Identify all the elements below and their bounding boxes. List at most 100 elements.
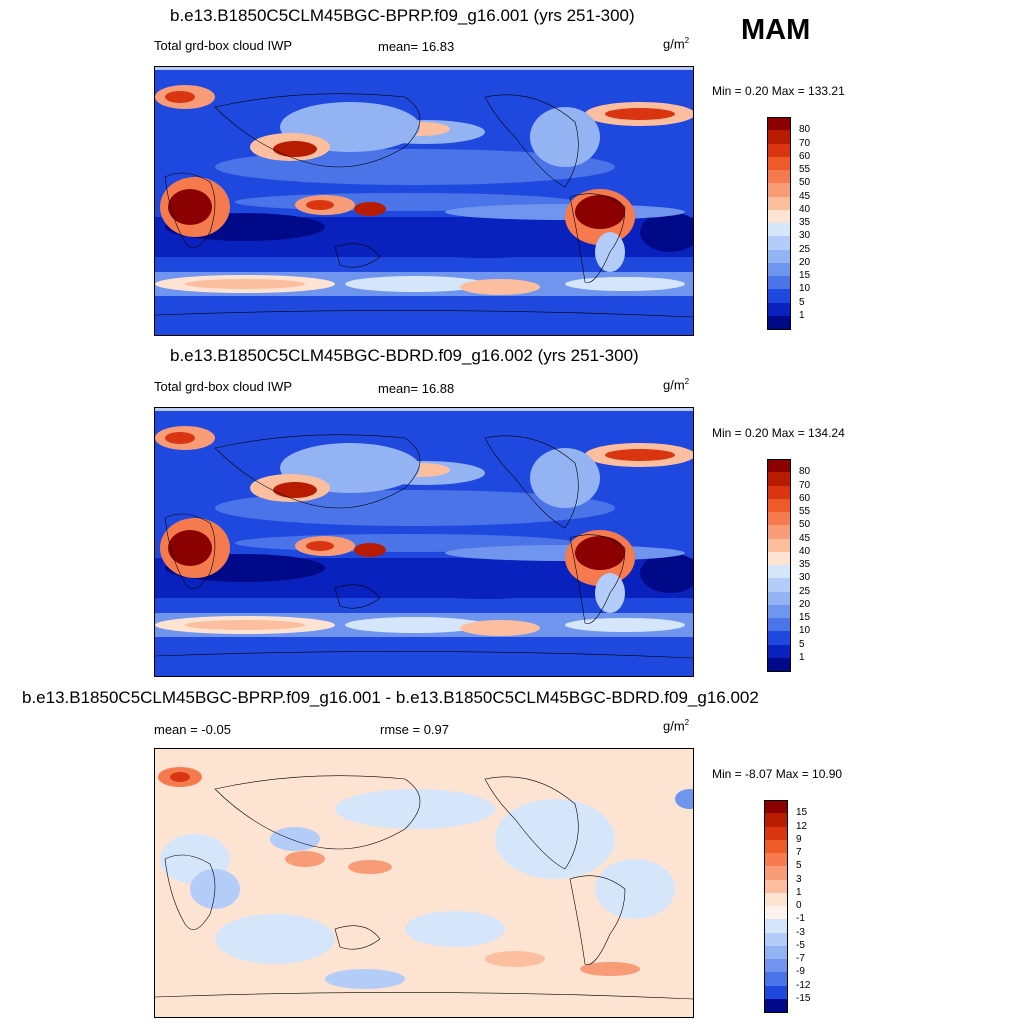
colorbar-swatch	[767, 209, 791, 224]
panel2-title: b.e13.B1850C5CLM45BGC-BDRD.f09_g16.002 (…	[170, 346, 639, 365]
colorbar-swatch	[764, 813, 788, 827]
colorbar-swatch	[764, 959, 788, 973]
colorbar-label: 40	[799, 545, 811, 557]
colorbar-label: 30	[799, 572, 811, 584]
colorbar-label: 45	[799, 532, 811, 544]
colorbar-label: 1	[799, 651, 805, 663]
colorbar-swatch	[767, 459, 791, 473]
colorbar-label: 40	[799, 203, 811, 215]
colorbar-label: 15	[799, 612, 811, 623]
colorbar-swatch	[767, 302, 791, 317]
panel2-colorbar: 80 70 60 55 50 45 40 35 30 25 20 15 10 5 1	[767, 459, 827, 672]
colorbar-swatch	[764, 932, 788, 947]
colorbar-swatch	[767, 276, 791, 290]
colorbar-label: -9	[796, 966, 805, 978]
colorbar-swatch	[764, 839, 788, 854]
colorbar-label: 15	[796, 807, 808, 819]
panel1-title: b.e13.B1850C5CLM45BGC-BPRP.f09_g16.001 (…	[170, 6, 635, 25]
colorbar-label: 7	[796, 847, 802, 858]
colorbar-swatch	[767, 472, 791, 486]
colorbar-label: 3	[796, 873, 802, 885]
colorbar-swatch	[767, 618, 791, 632]
panel3-map	[154, 748, 694, 1018]
panel1-minmax: Min = 0.20 Max = 133.21	[712, 84, 845, 98]
colorbar-swatch	[764, 879, 788, 894]
colorbar-label: 25	[799, 585, 811, 597]
colorbar-label: -5	[796, 939, 805, 951]
colorbar-label: -1	[796, 913, 805, 925]
colorbar-label: 20	[799, 256, 811, 268]
colorbar-swatch	[764, 906, 788, 920]
panel2-mean-label: mean= 16.88	[378, 381, 455, 396]
colorbar-label: 50	[799, 177, 811, 189]
colorbar-swatch	[764, 972, 788, 986]
colorbar-swatch	[764, 945, 788, 960]
panel3-minmax: Min = -8.07 Max = 10.90	[712, 767, 843, 781]
colorbar-swatch	[767, 538, 791, 553]
colorbar-label: 10	[799, 283, 811, 295]
panel3-rmse-label: rmse = 0.97	[380, 722, 450, 737]
colorbar-label: 1	[799, 309, 805, 321]
colorbar-label: -15	[796, 992, 811, 1004]
colorbar-swatch	[764, 998, 788, 1013]
colorbar-swatch	[764, 853, 788, 867]
colorbar-label: 1	[796, 886, 802, 898]
panel2-units: g/m2	[663, 377, 690, 393]
colorbar-swatch	[767, 644, 791, 659]
colorbar-label: 20	[799, 598, 811, 610]
colorbar-swatch	[767, 170, 791, 184]
colorbar-swatch	[767, 631, 791, 645]
colorbar-label: 80	[799, 466, 811, 478]
colorbar-swatch	[767, 485, 791, 500]
colorbar-label: 25	[799, 243, 811, 255]
colorbar-swatch	[767, 130, 791, 144]
panel1-mean-label: mean= 16.83	[378, 39, 455, 54]
colorbar-label: 5	[799, 296, 805, 308]
colorbar-label: 9	[796, 833, 802, 845]
colorbar-swatch	[764, 800, 788, 814]
colorbar-label: 0	[796, 900, 802, 911]
colorbar-swatch	[767, 578, 791, 592]
colorbar-label: 35	[799, 217, 811, 228]
panel1-units: g/m2	[663, 36, 690, 52]
panel2-variable-label: Total grd-box cloud IWP	[154, 379, 293, 394]
colorbar-swatch	[767, 143, 791, 158]
colorbar-swatch	[764, 866, 788, 880]
panel2-minmax: Min = 0.20 Max = 134.24	[712, 426, 845, 440]
colorbar-swatch	[764, 826, 788, 841]
colorbar-swatch	[767, 551, 791, 566]
panel3-title: b.e13.B1850C5CLM45BGC-BPRP.f09_g16.001 -…	[22, 688, 759, 707]
colorbar-swatch	[764, 985, 788, 1000]
colorbar-label: 35	[799, 559, 811, 570]
panel1-map	[154, 66, 694, 336]
colorbar-swatch	[767, 657, 791, 672]
colorbar-swatch	[767, 249, 791, 264]
colorbar-label: 10	[799, 625, 811, 637]
colorbar-label: 12	[796, 820, 808, 832]
colorbar-label: 70	[799, 137, 811, 149]
colorbar-swatch	[767, 525, 791, 539]
colorbar-swatch	[767, 591, 791, 606]
colorbar-label: 60	[799, 150, 811, 162]
colorbar-swatch	[767, 512, 791, 526]
panel3-units: g/m2	[663, 718, 690, 734]
colorbar-swatch	[767, 289, 791, 303]
colorbar-label: 50	[799, 519, 811, 531]
colorbar-label: 55	[799, 506, 811, 517]
colorbar-label: 15	[799, 270, 811, 281]
colorbar-label: 5	[796, 860, 802, 872]
colorbar-swatch	[767, 183, 791, 197]
colorbar-swatch	[767, 223, 791, 237]
colorbar-label: 80	[799, 124, 811, 136]
colorbar-label: -3	[796, 926, 805, 938]
colorbar-label: 5	[799, 638, 805, 650]
panel2-map	[154, 407, 694, 677]
colorbar-label: 60	[799, 492, 811, 504]
colorbar-swatch	[767, 196, 791, 211]
colorbar-label: -12	[796, 979, 811, 991]
colorbar-swatch	[767, 117, 791, 131]
colorbar-swatch	[767, 315, 791, 330]
colorbar-swatch	[767, 156, 791, 171]
colorbar-label: -7	[796, 953, 805, 964]
colorbar-swatch	[764, 892, 788, 907]
